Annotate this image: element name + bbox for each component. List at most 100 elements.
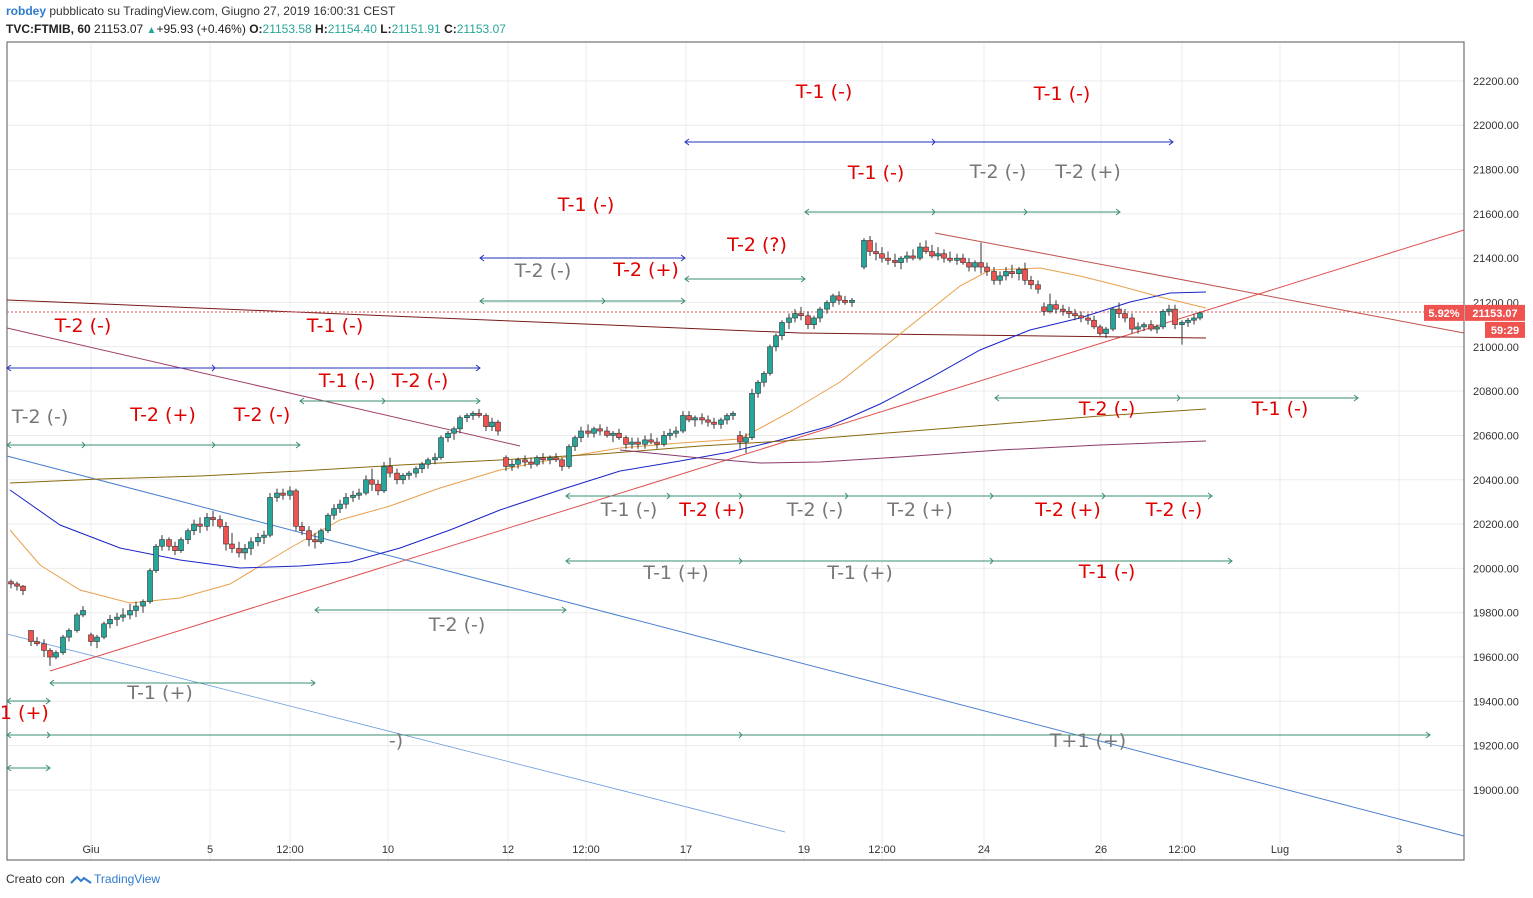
candle: [978, 242, 984, 274]
low-value: 21151.91: [391, 22, 441, 36]
candle: [824, 300, 830, 314]
candle: [929, 244, 935, 259]
candle-body: [210, 517, 216, 520]
arrow-head: [994, 394, 1000, 402]
arrow-head: [6, 697, 12, 705]
time-axis[interactable]: Giu 5 12:00 10 12 12:00 17 19 12:00 24 26 12:00 Lug 3: [82, 844, 1402, 856]
candle: [66, 628, 72, 642]
candle-body: [159, 539, 165, 547]
candle-body: [661, 435, 667, 445]
candle-body: [1154, 326, 1160, 330]
candle-body: [830, 295, 836, 303]
long-ma-line-1: [6, 299, 801, 334]
candle-body: [66, 630, 72, 638]
cycle-labels: T-1 (-) T-1 (-) T-1 (-) T-1 (-) T-2 (-) T-2 (…: [0, 81, 1308, 752]
candle-body: [483, 415, 489, 427]
candle: [692, 415, 698, 427]
candle-body: [705, 419, 711, 423]
candle: [1078, 311, 1084, 323]
cycle-label: T+1 (+): [1049, 730, 1126, 752]
price-tick-label: 21000.00: [1473, 342, 1519, 354]
candle-body: [41, 643, 47, 651]
blue-span-left: [6, 364, 481, 372]
candle: [892, 253, 898, 268]
arrow-mid: [1101, 492, 1106, 500]
candle: [248, 537, 254, 556]
price-tick-label: 20000.00: [1473, 563, 1519, 575]
candle-body: [849, 299, 855, 303]
candle: [503, 455, 509, 471]
candle: [381, 462, 387, 494]
candle: [954, 253, 960, 265]
arrow-mid: [738, 492, 743, 500]
candle: [991, 267, 997, 285]
publish-info: robdey pubblicato su TradingView.com, Gi…: [6, 4, 395, 18]
candle-body: [400, 475, 406, 481]
candle-body: [730, 412, 736, 416]
candle: [1103, 326, 1109, 338]
candle-body: [133, 605, 139, 611]
candle-body: [509, 463, 515, 467]
price-axis[interactable]: 19000.00 19200.00 19400.00 19600.00 19800.00…: [1473, 76, 1519, 797]
arrow-head: [1207, 492, 1213, 500]
candle: [1122, 309, 1128, 323]
candle: [972, 260, 978, 272]
candle: [730, 411, 736, 420]
cycle-label: T-2 (-): [969, 161, 1027, 183]
candle: [597, 424, 603, 436]
arrow-head: [684, 275, 690, 283]
time-tick-label: 12: [502, 844, 514, 856]
candle: [217, 515, 223, 529]
candle: [94, 634, 100, 649]
time-tick-label: 12:00: [276, 844, 304, 856]
created-with-text: Creato con: [6, 872, 65, 886]
candle-body: [1085, 317, 1091, 321]
candle: [718, 417, 724, 429]
candle-body: [1197, 312, 1203, 319]
candle: [711, 417, 717, 429]
price-tick-label: 21800.00: [1473, 165, 1519, 177]
candle-body: [325, 514, 331, 532]
candle-body: [267, 497, 273, 536]
candle: [616, 428, 622, 440]
cycle-label: T-1 (-): [318, 370, 376, 392]
candle: [923, 240, 929, 254]
candle: [1009, 264, 1015, 279]
candle-body: [547, 457, 553, 461]
candle: [585, 424, 591, 438]
arrow-head: [299, 397, 305, 405]
tradingview-link[interactable]: TradingView: [94, 872, 161, 886]
candle: [792, 309, 798, 323]
arrow-head: [684, 138, 690, 146]
arrow-head: [6, 441, 12, 449]
candle-body: [629, 441, 635, 445]
candle-body: [1191, 317, 1197, 321]
candle-body: [147, 570, 153, 602]
arrow-mid: [931, 208, 936, 216]
price-badge: [1465, 304, 1525, 321]
candle: [629, 437, 635, 449]
candle: [705, 415, 711, 427]
cycle-label: T-2 (+): [1054, 161, 1121, 183]
candle: [1022, 262, 1028, 285]
tradingview-logo-icon: [70, 875, 92, 884]
candle-body: [20, 585, 26, 591]
candle-body: [1016, 268, 1022, 274]
candle: [540, 453, 546, 465]
high-value: 21154.40: [327, 22, 377, 36]
arrow-mid: [211, 364, 216, 372]
candle-body: [667, 432, 673, 436]
candle-body: [534, 457, 540, 465]
candle-body: [363, 479, 369, 494]
price-tick-label: 22200.00: [1473, 76, 1519, 88]
green-span-tplus1: [6, 731, 1431, 739]
candle-body: [892, 260, 898, 263]
ma-slow: [9, 291, 1207, 569]
price-tick-label: 20800.00: [1473, 386, 1519, 398]
candle: [101, 621, 107, 640]
candle-body: [711, 421, 717, 425]
author-name[interactable]: robdey: [6, 4, 47, 18]
candle-body: [673, 430, 679, 434]
arrow-mid: [931, 138, 936, 146]
